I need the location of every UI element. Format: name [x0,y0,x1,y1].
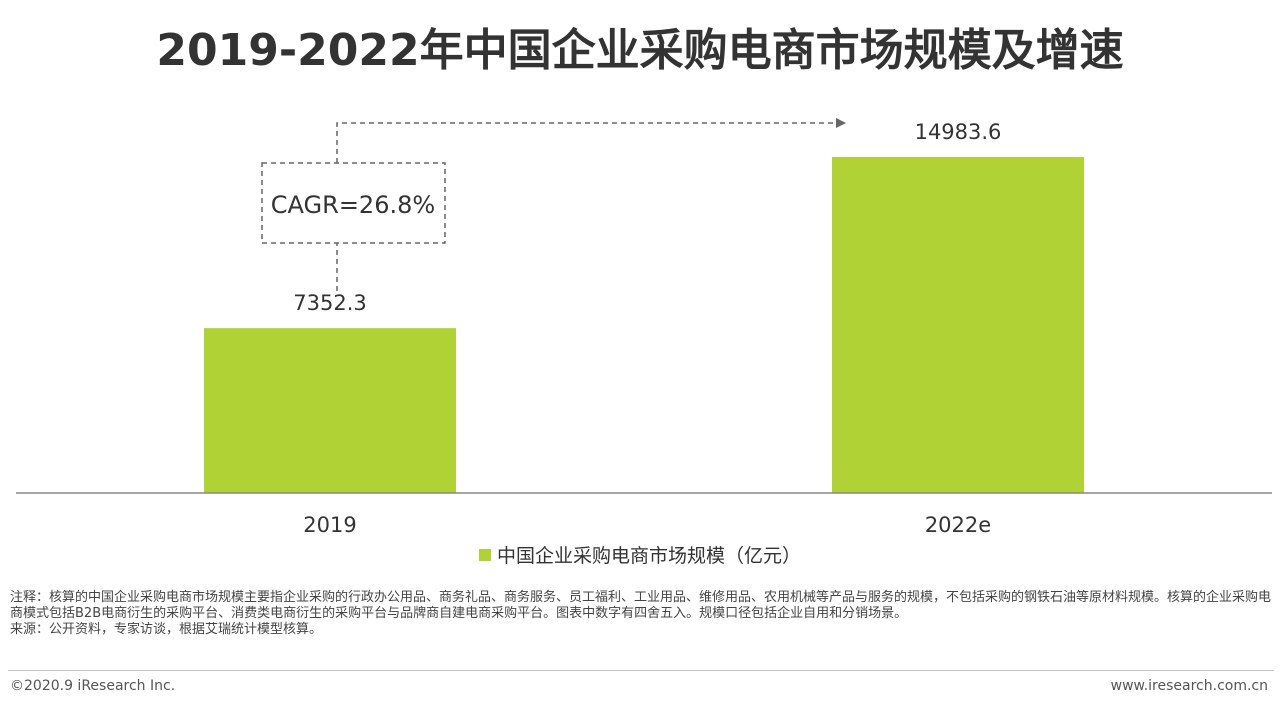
category-label-2019: 2019 [303,513,356,537]
bar-2019 [204,328,456,493]
cagr-label: CAGR=26.8% [271,191,435,219]
website-link[interactable]: www.iresearch.com.cn [1110,678,1268,694]
chart-title: 2019-2022年中国企业采购电商市场规模及增速 [156,25,1124,76]
copyright: ©2020.9 iResearch Inc. [10,678,176,694]
legend: 中国企业采购电商市场规模（亿元） [0,541,1280,568]
legend-swatch [478,549,491,561]
cagr-box [261,162,446,244]
notes: 注释：核算的中国企业采购电商市场规模主要指企业采购的行政办公用品、商务礼品、商务… [10,590,1272,638]
footer-divider [8,670,1274,671]
value-label-2019: 7352.3 [293,291,366,315]
bar-2022e [832,157,1084,493]
legend-label: 中国企业采购电商市场规模（亿元） [496,545,801,567]
source-text: 来源：公开资料，专家访谈，根据艾瑞统计模型核算。 [10,622,323,637]
note-text: 注释：核算的中国企业采购电商市场规模主要指企业采购的行政办公用品、商务礼品、商务… [10,590,1272,621]
category-label-2022e: 2022e [925,513,991,537]
cagr-connector-line [336,123,845,291]
value-label-2022e: 14983.6 [915,120,1002,144]
